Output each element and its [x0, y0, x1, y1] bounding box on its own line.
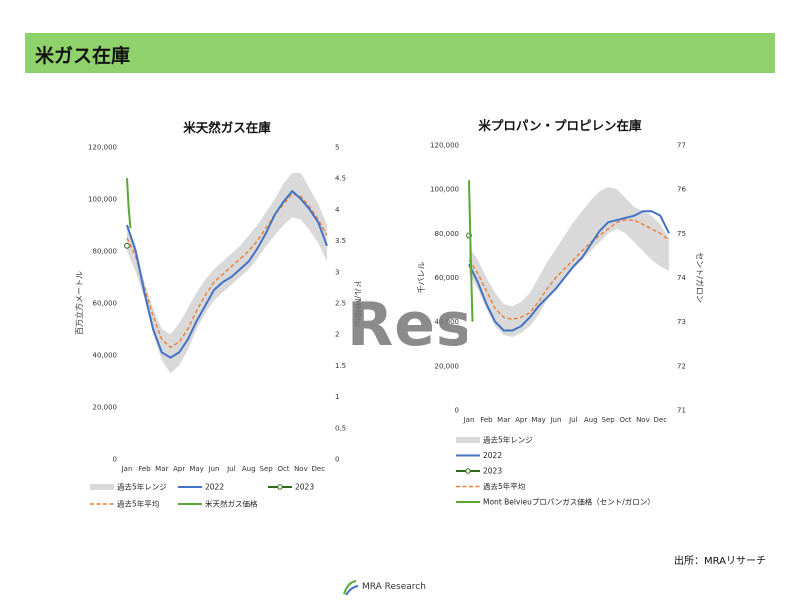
- c2-y2-tick-label: 74: [677, 274, 686, 282]
- footer-logo-text: MRA Research: [362, 582, 426, 592]
- c1-y2-tick-label: 4: [335, 206, 340, 214]
- c2-x-tick-label: May: [531, 416, 545, 424]
- c2-y2-axis-label: セント/ガロン: [695, 252, 705, 303]
- c2-x-tick-label: Nov: [636, 416, 650, 424]
- c1-y-tick-label: 20,000: [93, 404, 118, 412]
- c2-legend-swatch-range: [456, 437, 480, 443]
- source-text: 出所：MRAリサーチ: [673, 556, 766, 567]
- c2-2022-line: [468, 210, 670, 332]
- c1-y2-tick-label: 3: [335, 268, 339, 276]
- c2-y-tick-label: 80,000: [435, 230, 460, 238]
- footer-logo: MRA Research: [340, 578, 460, 598]
- c1-y-tick-label: 100,000: [88, 196, 117, 204]
- c1-x-tick-label: May: [189, 465, 203, 473]
- c1-x-tick-label: Mar: [155, 465, 168, 473]
- title-bar: 米ガス在庫: [25, 33, 775, 73]
- c2-x-tick-label: Apr: [515, 416, 527, 424]
- c1-y2-tick-label: 2: [335, 331, 339, 339]
- c2-avg-line: [468, 219, 670, 321]
- c2-y-tick-label: 60,000: [435, 274, 460, 282]
- c1-y-tick-label: 120,000: [88, 144, 117, 152]
- c2-legend-label: Mont Belvieuプロパンガス価格（セント/ガロン）: [483, 497, 655, 507]
- c1-x-tick-label: Oct: [277, 465, 289, 473]
- c2-legend-label: 過去5年平均: [483, 481, 525, 491]
- c1-legend-marker-2023: [277, 484, 283, 490]
- c1-2023-point: [124, 242, 130, 249]
- c1-y2-tick-label: 5: [335, 144, 339, 152]
- c2-x-tick-label: Aug: [584, 416, 598, 424]
- c1-avg-line: [126, 192, 328, 349]
- c1-x-tick-label: Apr: [173, 465, 185, 473]
- c1-y2-tick-label: 1: [335, 393, 339, 401]
- c2-x-tick-label: Jul: [568, 416, 578, 424]
- c2-y2-tick-label: 71: [677, 407, 686, 415]
- c2-x-tick-label: Jun: [549, 416, 561, 424]
- c2-y-tick-label: 0: [455, 407, 459, 415]
- c1-y2-tick-label: 0.5: [335, 424, 346, 432]
- c1-x-tick-label: Sep: [260, 465, 274, 473]
- c1-2022-line: [126, 189, 328, 359]
- c1-y2-tick-label: 4.5: [335, 175, 346, 183]
- c1-y-tick-label: 0: [113, 456, 117, 464]
- c1-legend-label: 2023: [295, 483, 314, 492]
- c1-legend-label: 2022: [205, 483, 224, 492]
- c1-y-tick-label: 80,000: [93, 248, 118, 256]
- c1-y2-tick-label: 0: [335, 456, 339, 464]
- c2-y-tick-label: 20,000: [435, 362, 460, 370]
- c2-legend-label: 2022: [483, 451, 502, 460]
- c2-y2-tick-label: 77: [677, 142, 686, 150]
- c2-legend-label: 2023: [483, 467, 502, 476]
- c1-legend-label: 過去5年レンジ: [117, 482, 167, 492]
- c2-y-tick-label: 100,000: [430, 186, 459, 194]
- c1-x-tick-label: Jan: [121, 465, 133, 473]
- c2-x-tick-label: Sep: [602, 416, 616, 424]
- c1-price-line: [126, 178, 132, 229]
- c2-x-tick-label: Oct: [619, 416, 631, 424]
- c2-legend-label: 過去5年レンジ: [483, 435, 533, 445]
- c2-price-line: [468, 180, 474, 322]
- mra-logo-icon: [343, 580, 359, 596]
- c1-y-tick-label: 60,000: [93, 300, 118, 308]
- c2-y2-tick-label: 73: [677, 318, 686, 326]
- c2-legend-marker-2023: [465, 468, 471, 474]
- page-title: 米ガス在庫: [35, 45, 131, 67]
- c1-range-band: [127, 173, 327, 374]
- c2-y-tick-label: 120,000: [430, 142, 459, 150]
- c2-y-tick-label: 40,000: [435, 318, 460, 326]
- c1-y2-axis-label: ドル/MMBtu: [353, 280, 362, 326]
- c1-x-tick-label: Jul: [226, 465, 236, 473]
- c1-y-tick-label: 40,000: [93, 352, 118, 360]
- c2-x-tick-label: Dec: [654, 416, 668, 424]
- watermark-text: Rese: [347, 290, 467, 360]
- c2-x-tick-label: Feb: [480, 416, 493, 424]
- c2-y2-tick-label: 75: [677, 230, 686, 238]
- c2-x-tick-label: Jan: [463, 416, 475, 424]
- c1-y2-tick-label: 1.5: [335, 362, 346, 370]
- c1-x-tick-label: Dec: [312, 465, 326, 473]
- c1-x-tick-label: Nov: [294, 465, 308, 473]
- c2-y2-tick-label: 76: [677, 186, 686, 194]
- c2-y-axis-label: 千バレル: [416, 262, 426, 294]
- c1-x-tick-label: Feb: [138, 465, 151, 473]
- c1-x-tick-label: Aug: [242, 465, 256, 473]
- c1-legend-label: 過去5年平均: [117, 499, 159, 509]
- c2-range-band: [469, 186, 669, 338]
- c1-legend-swatch-range: [90, 484, 114, 490]
- c2-x-tick-label: Mar: [497, 416, 510, 424]
- c1-legend-label: 米天然ガス価格: [205, 499, 258, 509]
- c1-y-axis-label: 百万立方メートル: [74, 271, 84, 335]
- chart2-title: 米プロパン・プロピレン在庫: [478, 118, 642, 133]
- c2-y2-tick-label: 72: [677, 362, 686, 370]
- chart1-title: 米天然ガス在庫: [183, 120, 271, 135]
- c1-y2-tick-label: 3.5: [335, 237, 346, 245]
- c1-y2-tick-label: 2.5: [335, 300, 346, 308]
- c1-x-tick-label: Jun: [207, 465, 219, 473]
